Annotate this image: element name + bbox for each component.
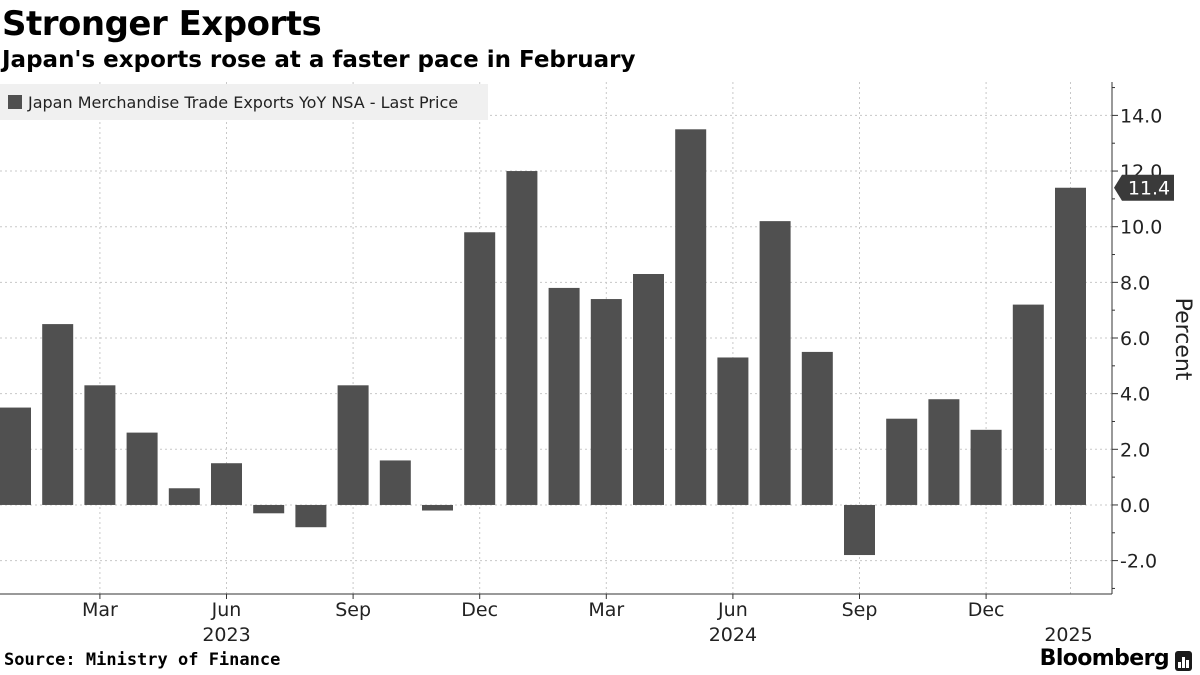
bar — [928, 399, 960, 505]
bar — [42, 324, 74, 505]
y-tick-label: 8.0 — [1120, 272, 1150, 294]
x-tick-label: Dec — [461, 599, 498, 621]
legend-label: Japan Merchandise Trade Exports YoY NSA … — [28, 92, 459, 112]
x-tick-label: Sep — [335, 599, 371, 621]
x-year-label: 2023 — [202, 624, 250, 646]
legend-swatch — [8, 95, 22, 109]
chart-subtitle: Japan's exports rose at a faster pace in… — [2, 47, 636, 73]
y-tick-label: 6.0 — [1120, 328, 1150, 350]
bar — [126, 432, 158, 505]
bar — [84, 385, 116, 505]
x-tick-label: Dec — [968, 599, 1005, 621]
chart-title: Stronger Exports — [2, 4, 322, 44]
bar — [970, 429, 1002, 505]
last-value-label: 11.4 — [1128, 178, 1170, 200]
x-tick-label: Jun — [211, 599, 242, 621]
bar-chart-icon — [1175, 650, 1192, 671]
y-tick-label: -2.0 — [1120, 551, 1157, 573]
bar — [886, 418, 918, 505]
bar — [675, 129, 707, 505]
bloomberg-logo: Bloomberg — [1040, 646, 1192, 671]
bar — [633, 274, 664, 505]
bar — [506, 171, 538, 505]
bar — [548, 287, 580, 505]
x-tick-label: Mar — [588, 599, 624, 621]
bar — [379, 460, 411, 505]
bar — [168, 488, 200, 505]
y-tick-label: 10.0 — [1120, 217, 1162, 239]
x-tick-label: Sep — [842, 599, 878, 621]
y-tick-label: 14.0 — [1120, 105, 1162, 127]
x-tick-label: Jun — [717, 599, 748, 621]
bar — [590, 299, 622, 505]
source-note: Source: Ministry of Finance — [4, 650, 281, 670]
bar — [801, 351, 833, 505]
y-tick-label: 4.0 — [1120, 384, 1150, 406]
brand-name: Bloomberg — [1039, 646, 1170, 671]
bar — [337, 385, 369, 505]
bar — [1055, 187, 1086, 505]
bar — [211, 463, 242, 505]
bar — [717, 357, 749, 505]
y-tick-label: 2.0 — [1120, 439, 1150, 461]
x-year-label: 2025 — [1044, 624, 1092, 646]
bar — [1012, 304, 1044, 505]
bar — [464, 232, 496, 505]
y-axis-label: Percent — [1170, 298, 1195, 381]
bar — [253, 504, 285, 514]
y-tick-label: 0.0 — [1120, 495, 1150, 517]
bar — [759, 221, 791, 505]
bar — [295, 504, 327, 528]
bar — [422, 504, 453, 511]
last-value-badge — [1114, 174, 1174, 201]
bar — [0, 407, 31, 505]
bar — [844, 504, 875, 556]
legend: Japan Merchandise Trade Exports YoY NSA … — [0, 84, 488, 120]
x-year-label: 2024 — [709, 624, 757, 646]
x-tick-label: Mar — [82, 599, 118, 621]
